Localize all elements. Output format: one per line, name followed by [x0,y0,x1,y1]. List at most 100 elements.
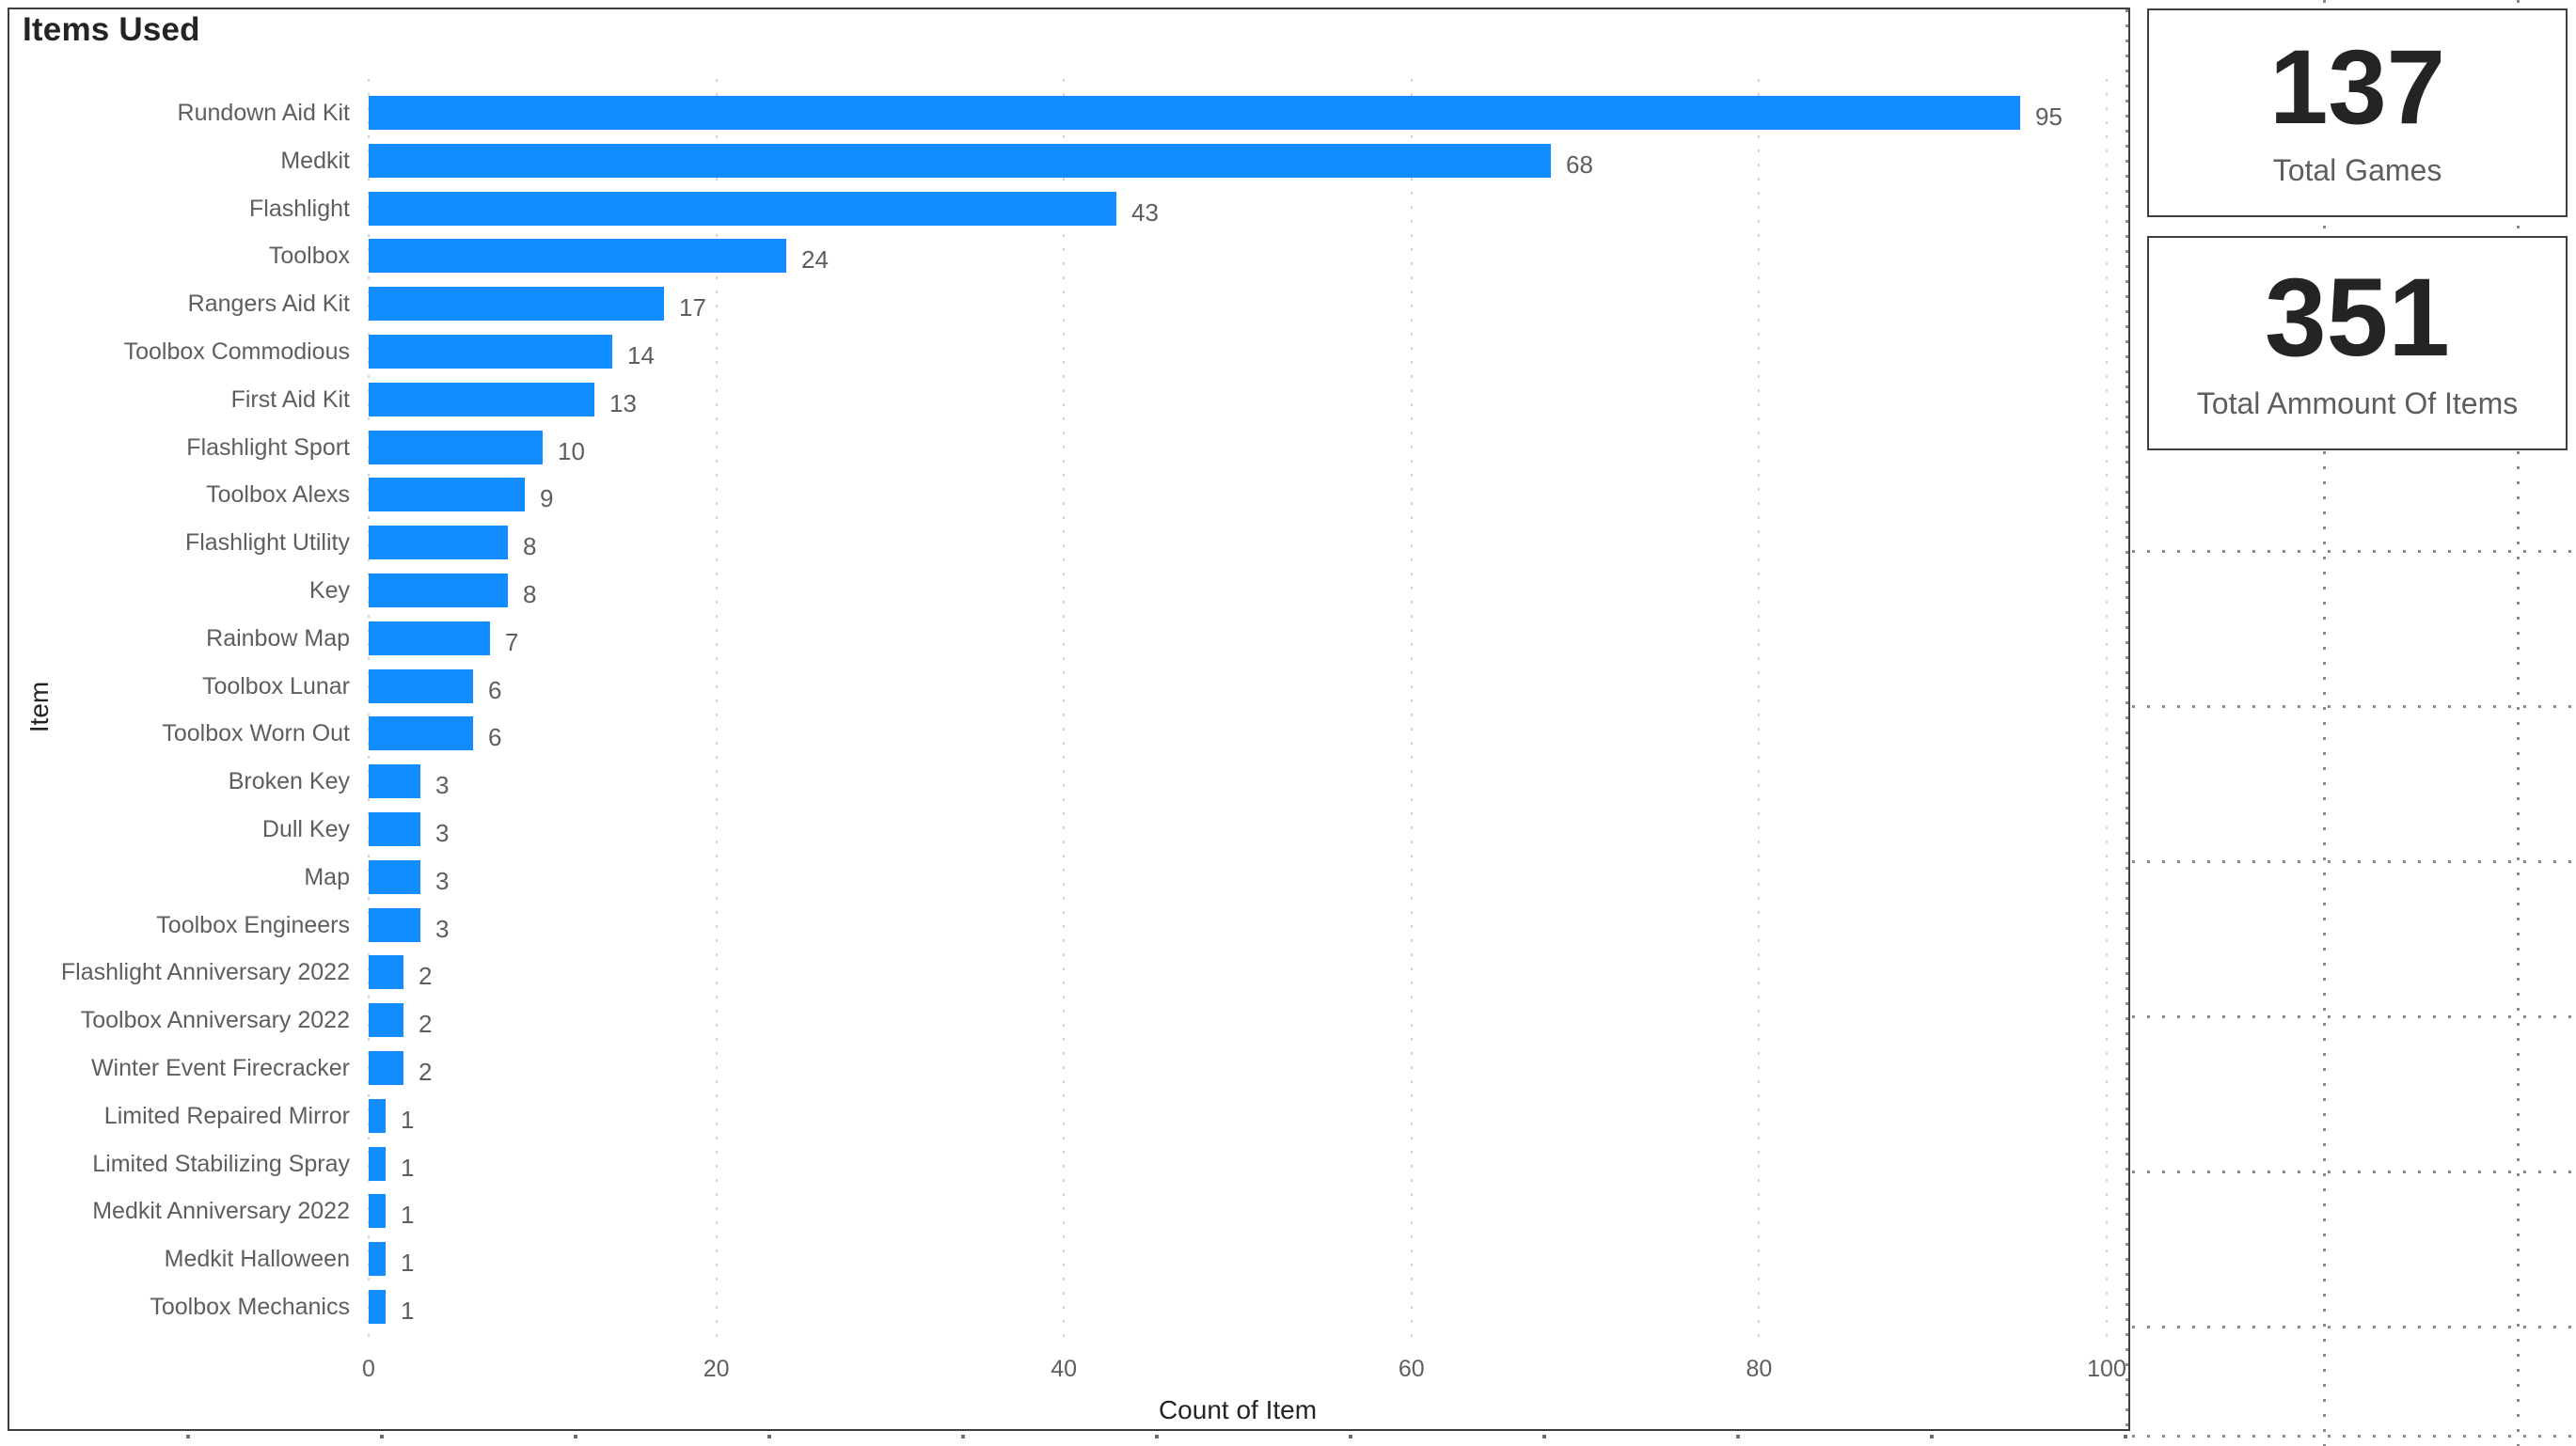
bar-row: Flashlight 43 [0,191,2576,240]
value-label: 1 [401,1201,415,1230]
value-label: 13 [609,388,637,417]
bar-row: First Aid Kit 13 [0,382,2576,431]
category-label: Dull Key [261,816,350,842]
value-label: 2 [419,962,433,991]
category-label: Toolbox Mechanics [150,1294,350,1320]
bar-row: Toolbox Worn Out 6 [0,716,2576,764]
category-label: Winter Event Firecracker [90,1055,350,1081]
bar-row: Key 8 [0,574,2576,621]
gridline-40 [1063,79,1066,1339]
bar-key[interactable] [369,574,508,607]
total-games-label: Total Games [2272,152,2442,187]
bar-row: Toolbox Mechanics 1 [0,1290,2576,1338]
value-label: 2 [419,1010,433,1039]
category-label: Toolbox Lunar [201,672,350,699]
bar-limited-repaired-mirror[interactable] [369,1098,386,1133]
canvas-grid-dots [2132,860,2576,863]
bar-medkit[interactable] [369,143,1551,178]
bar-row: Broken Key 3 [0,764,2576,812]
bar-toolbox-alexs[interactable] [369,478,525,512]
canvas-grid-dots [2132,1171,2576,1173]
bar-limited-stabilizing-spray[interactable] [369,1146,386,1181]
category-label: Toolbox Commodious [123,338,350,365]
total-games-value: 137 [2269,28,2445,147]
x-tick-0: 0 [362,1356,375,1382]
category-label: Toolbox Anniversary 2022 [80,1007,350,1034]
bar-row: Flashlight Utility 8 [0,526,2576,574]
category-label: Medkit Halloween [164,1246,350,1273]
bar-first-aid-kit[interactable] [369,382,594,417]
x-tick-60: 60 [1398,1356,1425,1382]
bar-row: Toolbox Lunar 6 [0,668,2576,717]
bar-toolbox[interactable] [369,239,786,274]
bar-toolbox-commodious[interactable] [369,335,612,369]
bar-row: Medkit Halloween 1 [0,1242,2576,1290]
bar-toolbox-lunar[interactable] [369,668,473,703]
bar-row: Rainbow Map 7 [0,621,2576,669]
bar-rainbow-map[interactable] [369,621,490,655]
bar-broken-key[interactable] [369,764,420,799]
bar-row: Flashlight Anniversary 2022 2 [0,955,2576,1003]
value-label: 24 [801,245,829,275]
value-label: 3 [435,914,450,943]
value-label: 3 [435,819,450,847]
total-amount-items-label: Total Ammount Of Items [2196,385,2519,420]
bar-medkit-halloween[interactable] [369,1242,386,1277]
value-label: 68 [1566,149,1593,179]
value-label: 17 [679,293,706,322]
bar-dull-key[interactable] [369,812,420,846]
value-label: 10 [558,436,585,465]
value-label: 9 [540,484,554,513]
bar-map[interactable] [369,859,420,894]
canvas-grid-dots [2517,0,2520,1446]
bar-toolbox-anniversary-2022[interactable] [369,1003,403,1038]
bar-row: Flashlight Sport 10 [0,430,2576,479]
canvas-grid-dots [2323,0,2326,1446]
bar-toolbox-mechanics[interactable] [369,1290,386,1324]
bar-flashlight-utility[interactable] [369,526,508,560]
value-label: 7 [505,627,519,656]
canvas-grid-dots [2132,705,2576,708]
kpi-card-total-games[interactable]: 137 Total Games [2147,8,2568,217]
bar-flashlight[interactable] [369,191,1116,226]
x-tick-20: 20 [703,1356,730,1382]
bar-row: Toolbox Commodious 14 [0,335,2576,383]
bar-row: Toolbox Anniversary 2022 2 [0,1003,2576,1051]
bar-row: Medkit 68 [0,143,2576,192]
canvas-grid-dots [2132,1015,2576,1018]
x-tick-80: 80 [1746,1356,1773,1382]
bar-toolbox-worn-out[interactable] [369,716,473,751]
category-label: Toolbox Engineers [156,911,350,938]
category-label: First Aid Kit [230,385,350,413]
total-amount-items-value: 351 [2265,256,2450,381]
bar-chart-visual[interactable] [8,8,2130,1431]
canvas-grid-dots [186,1435,2132,1438]
value-label: 1 [401,1297,415,1325]
category-label: Rainbow Map [206,624,350,652]
value-label: 8 [523,580,537,608]
value-label: 8 [523,532,537,561]
x-tick-100: 100 [2087,1356,2126,1382]
bar-winter-event-firecracker[interactable] [369,1051,403,1085]
bar-row: Dull Key 3 [0,812,2576,860]
canvas-grid-dots [2132,1326,2576,1328]
value-label: 6 [488,675,502,704]
bar-rangers-aid-kit[interactable] [369,287,664,322]
gridline-100 [2106,79,2108,1339]
value-label: 2 [419,1058,433,1086]
bar-rundown-aid-kit[interactable] [369,96,2020,130]
category-label: Flashlight Utility [184,529,350,557]
bar-toolbox-engineers[interactable] [369,907,420,942]
category-label: Medkit [280,147,350,174]
kpi-card-total-amount-items[interactable]: 351 Total Ammount Of Items [2147,236,2568,450]
bar-row: Map 3 [0,859,2576,908]
x-tick-40: 40 [1051,1356,1078,1382]
bar-medkit-anniversary-2022[interactable] [369,1194,386,1229]
bar-flashlight-anniversary-2022[interactable] [369,955,403,990]
gridline-80 [1758,79,1761,1339]
category-label: Rundown Aid Kit [177,100,350,126]
value-label: 3 [435,771,450,800]
value-label: 1 [401,1153,415,1182]
bar-flashlight-sport[interactable] [369,430,543,464]
